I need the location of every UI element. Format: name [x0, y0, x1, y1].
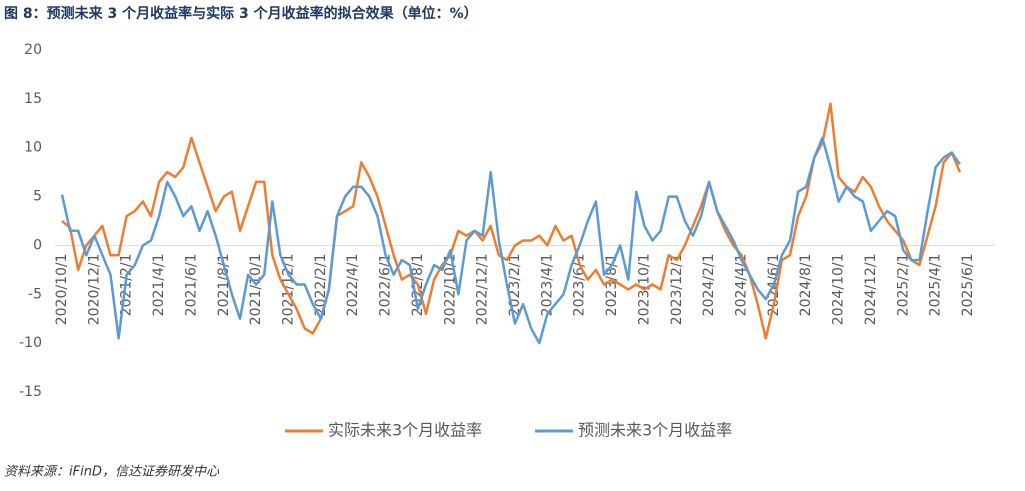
x-tick-label: 2023/12/1: [669, 253, 685, 325]
chart-title: 图 8：预测未来 3 个月收益率与实际 3 个月收益率的拟合效果（单位：%）: [4, 5, 478, 22]
x-tick-label: 2023/6/1: [572, 253, 588, 316]
x-tick-label: 2025/2/1: [895, 253, 911, 316]
series-line: [60, 136, 961, 345]
y-tick-label: 5: [33, 189, 42, 205]
y-tick-label: 20: [24, 42, 42, 58]
x-tick-label: 2021/8/1: [216, 253, 232, 316]
x-tick-label: 2021/2/1: [119, 253, 135, 316]
x-tick-label: 2020/12/1: [86, 253, 102, 325]
y-tick-label: 10: [24, 140, 42, 156]
x-tick-label: 2021/12/1: [281, 253, 297, 325]
x-tick-label: 2024/2/1: [701, 253, 717, 316]
x-tick-label: 2023/4/1: [539, 253, 555, 316]
x-tick-label: 2021/4/1: [151, 253, 167, 316]
x-tick-label: 2025/6/1: [960, 253, 976, 316]
x-tick-label: 2025/4/1: [928, 253, 944, 316]
x-tick-label: 2020/10/1: [54, 253, 70, 325]
x-tick-label: 2021/6/1: [183, 253, 199, 316]
x-tick-label: 2024/10/1: [831, 253, 847, 325]
y-tick-label: -15: [19, 384, 42, 400]
legend-label: 实际未来3个月收益率: [328, 421, 482, 440]
source: 资料来源：iFinD，信达证券研发中心: [4, 465, 220, 480]
y-tick-label: 0: [33, 237, 42, 253]
x-tick-label: 2024/8/1: [798, 253, 814, 316]
x-tick-label: 2022/12/1: [475, 253, 491, 325]
y-tick-label: -5: [28, 286, 42, 302]
series-line: [61, 102, 962, 340]
y-tick-label: -10: [19, 335, 42, 351]
x-tick-label: 2021/10/1: [248, 253, 264, 325]
legend-label: 预测未来3个月收益率: [578, 421, 732, 440]
x-tick-label: 2024/12/1: [863, 253, 879, 325]
x-tick-label: 2022/4/1: [345, 253, 361, 316]
x-tick-label: 2024/4/1: [734, 253, 750, 316]
y-tick-label: 15: [24, 91, 42, 107]
x-tick-label: 2022/6/1: [378, 253, 394, 316]
